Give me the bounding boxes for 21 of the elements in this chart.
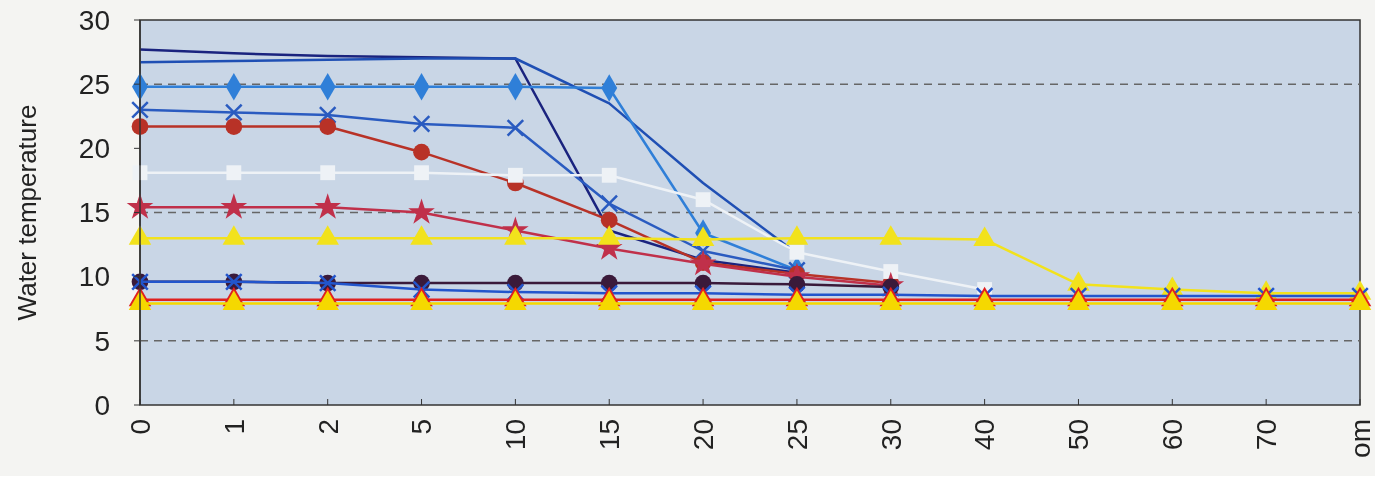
x-tick-label: 0 bbox=[124, 419, 156, 435]
y-tick-label: 15 bbox=[78, 197, 110, 229]
x-tick-label: 40 bbox=[969, 419, 1001, 451]
y-tick-label: 5 bbox=[94, 325, 110, 357]
x-tick-label: 15 bbox=[594, 419, 626, 451]
x-tick-label: 60 bbox=[1157, 419, 1189, 451]
y-axis-title: Water temperature bbox=[12, 104, 42, 321]
x-tick-label: om bbox=[1344, 419, 1376, 458]
x-tick-label: 20 bbox=[687, 419, 719, 451]
x-tick-label: 2 bbox=[312, 419, 344, 435]
x-tick-label: 5 bbox=[406, 419, 438, 435]
x-tick-label: 30 bbox=[875, 419, 907, 451]
x-tick-label: 10 bbox=[500, 419, 532, 451]
x-tick-label: 70 bbox=[1250, 419, 1282, 451]
x-tick-label: 25 bbox=[781, 419, 813, 451]
x-tick-label: 50 bbox=[1063, 419, 1095, 451]
x-tick-label: 1 bbox=[218, 419, 250, 435]
y-tick-label: 10 bbox=[78, 261, 110, 293]
y-tick-label: 30 bbox=[78, 4, 110, 36]
y-tick-label: 25 bbox=[78, 68, 110, 100]
y-tick-label: 20 bbox=[78, 133, 110, 165]
